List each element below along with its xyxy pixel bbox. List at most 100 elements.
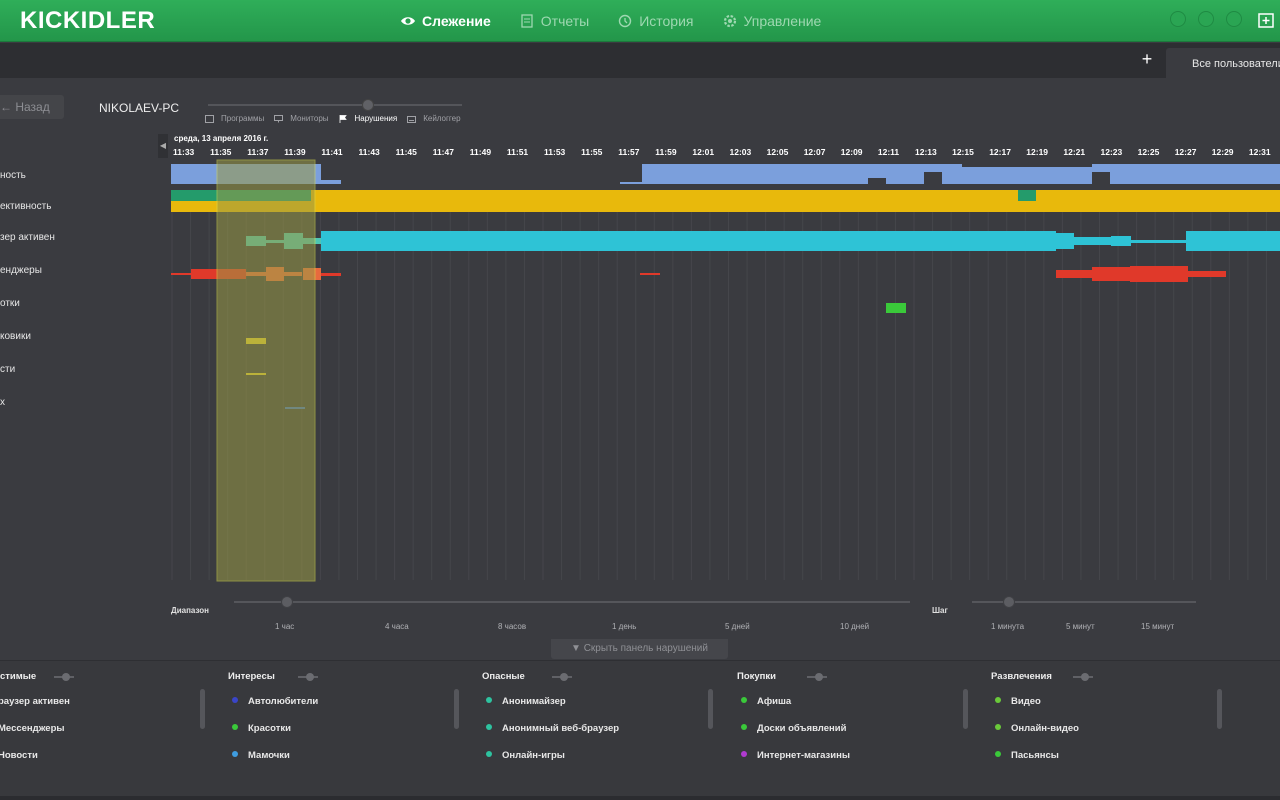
maximize-button[interactable]	[1198, 11, 1214, 27]
mode-slider-knob[interactable]	[362, 99, 374, 111]
category-item[interactable]: Мамочки	[232, 750, 290, 761]
minimize-button[interactable]	[1170, 11, 1186, 27]
category-item-label: Мессенджеры	[0, 723, 65, 734]
mode-keylogger[interactable]: Кейлоггер	[407, 114, 461, 123]
category-scrollbar[interactable]	[454, 689, 459, 729]
category-item[interactable]: Пасьянсы	[995, 750, 1059, 761]
hide-violations-panel-button[interactable]: ▼ Скрыть панель нарушений	[551, 639, 728, 659]
row-label: сти	[0, 364, 16, 375]
range-option[interactable]: 10 дней	[840, 622, 870, 631]
category-toggle[interactable]	[1073, 673, 1093, 681]
category-item[interactable]: Новости	[0, 750, 38, 761]
category-item[interactable]: Видео	[995, 696, 1041, 707]
range-option[interactable]: 1 день	[612, 622, 637, 631]
computer-name: NIKOLAEV-PC	[99, 101, 180, 115]
nav-tracking-label: Слежение	[422, 13, 491, 29]
nav-history[interactable]: История	[617, 0, 694, 42]
hide-panel-label: Скрыть панель нарушений	[583, 643, 708, 654]
category-item[interactable]: раузер активен	[0, 696, 70, 707]
add-tab-button[interactable]: +	[1141, 49, 1153, 69]
status-dot-icon	[741, 697, 747, 704]
browser-bar	[321, 231, 1056, 251]
timeline-scroll-left[interactable]: ◀	[158, 134, 168, 158]
category-item-label: Анонимный веб-браузер	[502, 723, 620, 734]
new-window-icon[interactable]	[1256, 10, 1276, 30]
category-title: Опасные	[482, 671, 525, 682]
category-toggle[interactable]	[54, 673, 74, 681]
tab-all-users[interactable]: Все пользователи	[1166, 48, 1280, 78]
activity-bar	[924, 164, 942, 172]
step-option[interactable]: 1 минута	[991, 622, 1025, 631]
category-item-label: Интернет-магазины	[757, 750, 850, 761]
range-option[interactable]: 1 час	[275, 622, 295, 631]
category-item-label: Афиша	[757, 696, 792, 707]
mode-programs[interactable]: Программы	[205, 114, 264, 123]
mode-violations[interactable]: Нарушения	[339, 114, 397, 123]
status-dot-icon	[995, 751, 1001, 758]
step-option[interactable]: 5 минут	[1066, 622, 1095, 631]
category-item[interactable]: Доски объявлений	[741, 723, 846, 734]
category-toggle[interactable]	[552, 673, 572, 681]
range-option[interactable]: 8 часов	[498, 622, 527, 631]
category-toggle[interactable]	[298, 673, 318, 681]
activity-bar	[886, 164, 924, 184]
time-tick: 11:45	[395, 147, 417, 157]
chevron-down-icon: ▼	[571, 643, 581, 654]
time-tick: 11:33	[173, 147, 195, 157]
status-dot-icon	[232, 697, 238, 704]
nav-tracking[interactable]: Слежение	[400, 0, 491, 42]
category-scrollbar[interactable]	[1217, 689, 1222, 729]
category-item[interactable]: Красотки	[232, 723, 291, 734]
category-scrollbar[interactable]	[200, 689, 205, 729]
category-item[interactable]: Анонимный веб-браузер	[486, 723, 619, 734]
category-item-label: Доски объявлений	[757, 723, 847, 734]
mode-monitors[interactable]: Мониторы	[274, 114, 329, 123]
close-button[interactable]	[1226, 11, 1242, 27]
category-item[interactable]: Мессенджеры	[0, 723, 65, 734]
category-item[interactable]: Интернет-магазины	[741, 750, 850, 761]
category-item[interactable]: Онлайн-видео	[995, 723, 1079, 734]
step-option[interactable]: 15 минут	[1141, 622, 1175, 631]
row-label: енджеры	[0, 265, 42, 276]
row-label: ективность	[0, 201, 52, 212]
messengers-bar	[1188, 271, 1226, 277]
back-button[interactable]: ← Назад	[0, 95, 64, 119]
category-group: Покупки Афиша Доски объявлений Интернет-маг…	[737, 661, 991, 800]
time-tick: 12:03	[729, 147, 752, 157]
category-item[interactable]: Анонимайзер	[486, 696, 566, 707]
status-dot-icon	[741, 724, 747, 731]
category-toggle[interactable]	[807, 673, 827, 681]
messengers-bar	[1056, 270, 1092, 278]
messengers-bar	[1130, 266, 1188, 282]
range-slider-track[interactable]	[234, 601, 910, 603]
category-item-label: Новости	[0, 750, 38, 761]
category-item-label: Мамочки	[248, 750, 290, 761]
category-item[interactable]: Автолюбители	[232, 696, 318, 707]
range-option[interactable]: 5 дней	[725, 622, 750, 631]
view-modes: Программы Мониторы Нарушения Кейлоггер	[205, 114, 471, 123]
nav-reports[interactable]: Отчеты	[519, 0, 589, 42]
activity-bar	[321, 180, 341, 184]
step-slider-knob[interactable]	[1003, 596, 1015, 608]
category-group: стимые раузер активен Мессенджеры Новости	[0, 661, 254, 800]
productivity-bar	[171, 190, 1280, 212]
nav-management[interactable]: Управление	[722, 0, 821, 42]
category-item-label: Онлайн-видео	[1011, 723, 1079, 734]
category-item-label: раузер активен	[0, 696, 70, 707]
selection-highlight[interactable]	[216, 159, 316, 582]
bottom-border	[0, 796, 1280, 800]
range-option[interactable]: 4 часа	[385, 622, 409, 631]
range-slider-knob[interactable]	[281, 596, 293, 608]
category-item[interactable]: Афиша	[741, 696, 791, 707]
timeline-chart[interactable]	[0, 158, 1280, 582]
mode-monitors-label: Мониторы	[290, 114, 329, 123]
activity-bar	[1092, 164, 1110, 172]
time-tick: 11:57	[618, 147, 640, 157]
mode-slider-track[interactable]	[208, 104, 462, 106]
status-dot-icon	[232, 724, 238, 731]
category-scrollbar[interactable]	[708, 689, 713, 729]
category-item[interactable]: Онлайн-игры	[486, 750, 565, 761]
violation-marker	[886, 303, 906, 313]
category-scrollbar[interactable]	[963, 689, 968, 729]
step-slider-track[interactable]	[972, 601, 1196, 603]
